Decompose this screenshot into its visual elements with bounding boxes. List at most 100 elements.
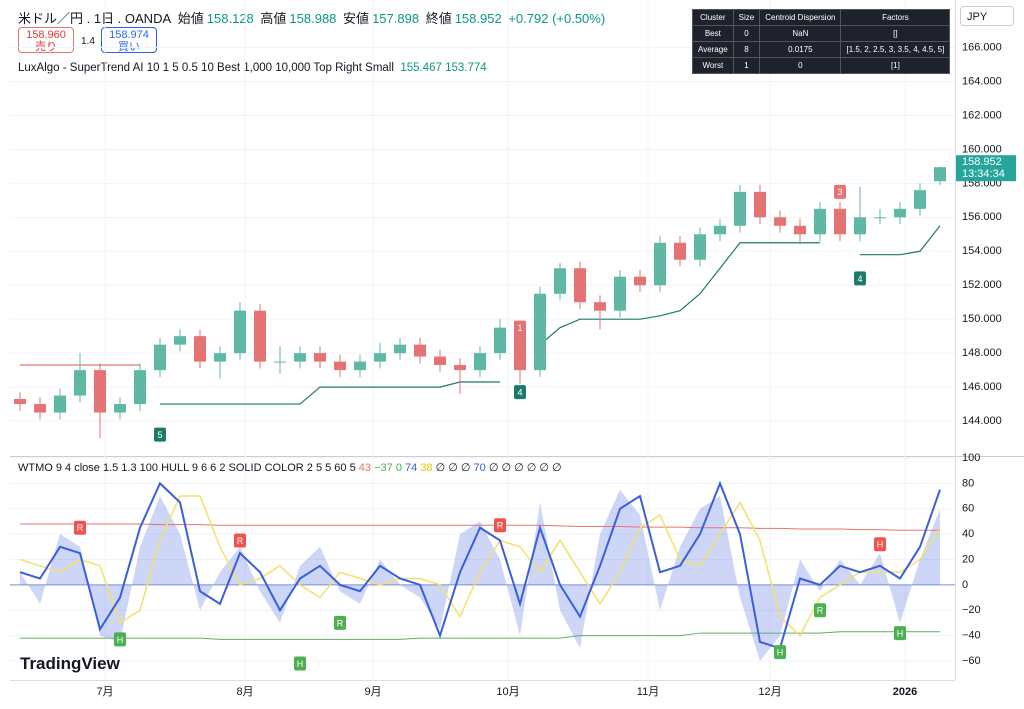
candle-body bbox=[734, 191, 746, 226]
value: 70 bbox=[473, 462, 486, 474]
candle-body bbox=[894, 208, 906, 218]
candle-body bbox=[74, 370, 86, 396]
candle-body bbox=[854, 217, 866, 235]
badge-label: H bbox=[897, 628, 904, 638]
table-cell: 0 bbox=[732, 25, 761, 42]
table-cell: [] bbox=[840, 25, 951, 42]
y-tick-label: 162.000 bbox=[962, 109, 1002, 121]
x-tick-label: 8月 bbox=[236, 686, 253, 698]
supertrend-line bbox=[160, 225, 941, 405]
marker bbox=[154, 427, 166, 442]
currency-select[interactable]: JPY bbox=[960, 6, 1014, 26]
y-tick-label: 80 bbox=[962, 477, 974, 489]
y-tick-label: 20 bbox=[962, 553, 974, 565]
x-tick-label: 7月 bbox=[96, 686, 113, 698]
candle-body bbox=[714, 225, 726, 235]
y-tick-label: 164.000 bbox=[962, 75, 1002, 87]
table-cell: [1.5, 2, 2.5, 3, 3.5, 4, 4.5, 5] bbox=[840, 41, 951, 58]
table-cell: Average bbox=[692, 41, 734, 58]
indicator-name[interactable]: LuxAlgo - SuperTrend AI 10 1 5 0.5 10 Be… bbox=[18, 62, 394, 74]
x-tick-label: 2026 bbox=[893, 686, 917, 698]
value: 38 bbox=[420, 462, 433, 474]
candle-body bbox=[234, 310, 246, 354]
area bbox=[20, 489, 940, 661]
signal bbox=[234, 533, 246, 548]
y-tick-label: 60 bbox=[962, 503, 974, 515]
value: 153.774 bbox=[445, 62, 487, 74]
buy-button[interactable]: 158.974 買い bbox=[101, 27, 157, 53]
badge-label: 1 bbox=[517, 323, 522, 333]
logo: TradingView bbox=[20, 654, 120, 673]
marker bbox=[514, 320, 526, 335]
countdown: 13:34:34 bbox=[962, 168, 1005, 180]
candle-body bbox=[314, 353, 326, 362]
candle-body bbox=[394, 344, 406, 354]
candle-body bbox=[814, 208, 826, 235]
table-cell: Centroid Dispersion bbox=[759, 9, 842, 26]
y-tick-label: 146.000 bbox=[962, 381, 1002, 393]
value: ∅ ∅ ∅ bbox=[435, 462, 471, 474]
y-tick-label: 166.000 bbox=[962, 41, 1002, 53]
table-cell: 1 bbox=[732, 57, 761, 74]
candle-body bbox=[194, 336, 206, 362]
y-tick-label: 156.000 bbox=[962, 211, 1002, 223]
price: 158.960 bbox=[26, 29, 66, 41]
x-tick-label: 12月 bbox=[758, 686, 781, 698]
value: 155.467 bbox=[400, 62, 442, 74]
change: +0.792 (+0.50%) bbox=[508, 11, 606, 26]
y-tick-label: 160.000 bbox=[962, 143, 1002, 155]
candle-body bbox=[754, 191, 766, 218]
x-tick-label: 11月 bbox=[637, 686, 659, 698]
badge-label: H bbox=[117, 635, 124, 645]
candle-body bbox=[214, 353, 226, 362]
candle-body bbox=[494, 327, 506, 354]
table-cell: Size bbox=[732, 9, 761, 26]
candle-body bbox=[294, 353, 306, 362]
candle-body bbox=[694, 234, 706, 260]
name[interactable]: WTMO 9 4 close 1.5 1.3 100 HULL 9 6 6 2 … bbox=[18, 462, 356, 474]
sell-button[interactable]: 158.960 売り bbox=[18, 27, 74, 53]
candle-body bbox=[174, 336, 186, 345]
table-cell: [1] bbox=[840, 57, 951, 74]
y-tick-label: −20 bbox=[962, 604, 981, 616]
y-tick-label: −60 bbox=[962, 655, 981, 667]
badge-label: R bbox=[817, 606, 824, 616]
candle-body bbox=[274, 361, 286, 363]
value: 0 bbox=[395, 462, 402, 474]
value: −37 bbox=[374, 462, 393, 474]
oscillator-legend: WTMO 9 4 close 1.5 1.3 100 HULL 9 6 6 2 … bbox=[18, 461, 562, 474]
value: 43 bbox=[358, 462, 372, 474]
symbol[interactable]: 米ドル／円 . 1日 . OANDA bbox=[18, 11, 172, 26]
candle-body bbox=[514, 327, 526, 371]
signal bbox=[894, 626, 906, 641]
candle-body bbox=[914, 190, 926, 209]
label: 安値 bbox=[343, 11, 370, 26]
label: 売り bbox=[35, 41, 57, 53]
y-tick-label: −40 bbox=[962, 630, 981, 642]
cluster-table: Cluster Size Centroid Dispersion Factors Bes… bbox=[692, 9, 951, 74]
oscillator-line bbox=[20, 631, 940, 640]
label: 始値 bbox=[177, 11, 204, 26]
badge-label: H bbox=[297, 659, 304, 669]
signal bbox=[114, 632, 126, 647]
signal bbox=[774, 645, 786, 660]
signal bbox=[814, 603, 826, 618]
x-tick-label: 10月 bbox=[496, 686, 519, 698]
badge-label: R bbox=[237, 536, 244, 546]
signal bbox=[874, 537, 886, 552]
candle-body bbox=[114, 404, 126, 413]
table-row: Cluster Size Centroid Dispersion Factors bbox=[692, 9, 951, 26]
table-row: Worst 1 0 [1] bbox=[692, 57, 951, 74]
candle-body bbox=[774, 217, 786, 226]
badge-label: 4 bbox=[517, 388, 522, 398]
value: 158.988 bbox=[289, 11, 337, 26]
value: 74 bbox=[405, 462, 418, 474]
candle-body bbox=[674, 242, 686, 260]
badge-label: R bbox=[337, 618, 344, 628]
badge-label: R bbox=[77, 523, 84, 533]
marker bbox=[834, 184, 846, 199]
candle-body bbox=[474, 353, 486, 371]
table-cell: Worst bbox=[692, 57, 734, 74]
